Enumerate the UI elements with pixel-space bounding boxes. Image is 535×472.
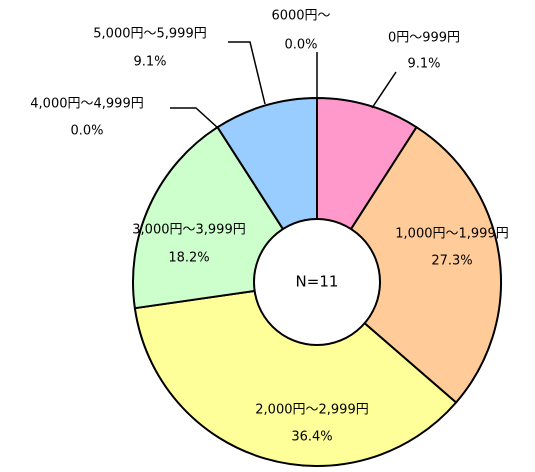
slice-label-7: 6000円～ — [271, 9, 330, 24]
labels-group: 0円～999円 9.1% 1,000円～1,999円 27.3% 2,000円～2,99… — [30, 9, 508, 445]
slice-2 — [316, 126, 502, 404]
leader-line-6 — [228, 41, 266, 105]
slice-value-label-7: 0.0% — [284, 38, 317, 53]
slice-value-label-1: 9.1% — [407, 57, 440, 72]
donut-hole — [253, 218, 381, 346]
leader-line-5 — [170, 107, 219, 129]
center-label: N=11 — [296, 273, 339, 291]
slice-label-2: 1,000円～1,999円 — [395, 227, 508, 242]
slice-value-label-4: 18.2% — [168, 251, 209, 266]
slice-value-label-6: 9.1% — [133, 55, 166, 70]
leader-line-1 — [371, 71, 397, 109]
slice-3 — [133, 281, 458, 467]
leader-lines-group — [170, 41, 397, 129]
slice-value-label-3: 36.4% — [291, 430, 332, 445]
slice-label-6: 5,000円～5,999円 — [93, 27, 206, 42]
slice-label-4: 3,000円～3,999円 — [132, 223, 245, 238]
slice-label-1: 0円～999円 — [388, 31, 460, 46]
slice-value-label-5: 0.0% — [70, 124, 103, 139]
slice-label-5: 4,000円～4,999円 — [30, 97, 143, 112]
slice-value-label-2: 27.3% — [431, 254, 472, 269]
slice-label-3: 2,000円～2,999円 — [255, 403, 368, 418]
